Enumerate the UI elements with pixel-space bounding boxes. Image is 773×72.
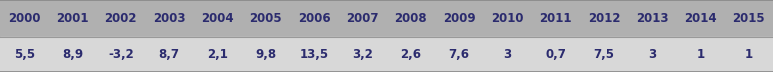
Text: 1: 1 bbox=[696, 48, 705, 61]
Text: 2000: 2000 bbox=[8, 12, 40, 25]
Text: 2001: 2001 bbox=[56, 12, 89, 25]
Text: 8,9: 8,9 bbox=[62, 48, 83, 61]
Text: 0,7: 0,7 bbox=[545, 48, 566, 61]
Text: 1: 1 bbox=[744, 48, 753, 61]
Text: 3,2: 3,2 bbox=[352, 48, 373, 61]
Text: 3: 3 bbox=[503, 48, 512, 61]
Text: 3: 3 bbox=[648, 48, 656, 61]
Bar bbox=[0, 37, 773, 72]
Text: 2012: 2012 bbox=[587, 12, 620, 25]
Text: 2003: 2003 bbox=[153, 12, 186, 25]
Text: 2011: 2011 bbox=[540, 12, 572, 25]
Text: 2015: 2015 bbox=[733, 12, 765, 25]
Text: 2,1: 2,1 bbox=[207, 48, 228, 61]
Bar bbox=[0, 0, 773, 37]
Text: 2005: 2005 bbox=[250, 12, 282, 25]
Text: 13,5: 13,5 bbox=[299, 48, 329, 61]
Text: 5,5: 5,5 bbox=[14, 48, 35, 61]
Text: 8,7: 8,7 bbox=[158, 48, 179, 61]
Text: 2004: 2004 bbox=[201, 12, 233, 25]
Text: 2002: 2002 bbox=[104, 12, 137, 25]
Text: 7,5: 7,5 bbox=[594, 48, 615, 61]
Text: 7,6: 7,6 bbox=[448, 48, 469, 61]
Text: 2009: 2009 bbox=[443, 12, 475, 25]
Text: 2014: 2014 bbox=[684, 12, 717, 25]
Text: 2,6: 2,6 bbox=[400, 48, 421, 61]
Text: -3,2: -3,2 bbox=[108, 48, 134, 61]
Text: 2008: 2008 bbox=[394, 12, 427, 25]
Text: 9,8: 9,8 bbox=[255, 48, 276, 61]
Text: 2006: 2006 bbox=[298, 12, 330, 25]
Text: 2013: 2013 bbox=[636, 12, 669, 25]
Text: 2010: 2010 bbox=[491, 12, 523, 25]
Text: 2007: 2007 bbox=[346, 12, 379, 25]
